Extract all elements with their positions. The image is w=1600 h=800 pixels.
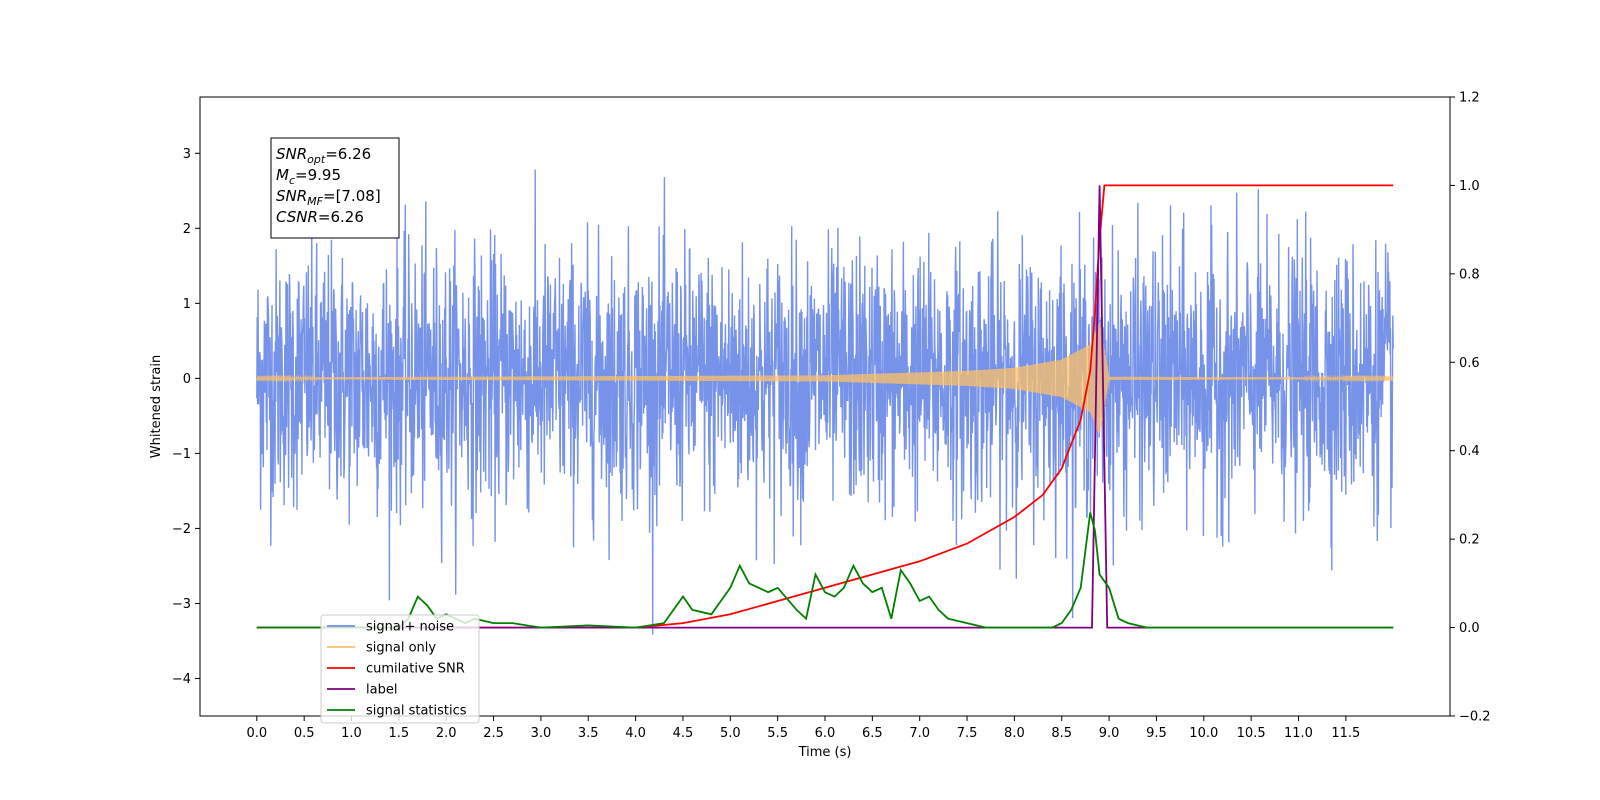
y-tick-label: 3 (183, 147, 191, 162)
annotation-subscript: opt (307, 153, 326, 166)
annotation-frame (270, 137, 400, 239)
legend-frame (320, 614, 480, 724)
axes-layer: 0.0 0.5 1.0 1.5 2.0 2.5 3.0 3.5 4.0 4.5 5.0 5.5 6.0 6… (172, 91, 1491, 742)
annotation-value: =6.26 (325, 145, 371, 163)
x-tick-label: 0.0 (246, 726, 267, 741)
annotation-value: =9.95 (295, 166, 341, 184)
y2-tick-label: 1.0 (1459, 179, 1480, 194)
y2-tick-label: −0.2 (1459, 710, 1491, 725)
x-tick-label: 9.5 (1146, 726, 1167, 741)
annotation-symbol: M (276, 166, 289, 184)
x-tick-label: 7.5 (957, 726, 978, 741)
x-tick-label: 4.5 (673, 726, 694, 741)
x-tick-label: 3.5 (578, 726, 599, 741)
series-signal-statistics (256, 512, 1394, 629)
x-tick-label: 8.5 (1051, 726, 1072, 741)
annotation-value: =[7.08] (323, 187, 381, 205)
legend: signal+ noise signal only cumilative SNR la… (320, 614, 480, 724)
x-tick-label: 11.0 (1284, 726, 1313, 741)
y-tick-label: −4 (172, 672, 191, 687)
x-tick-label: 5.5 (767, 726, 788, 741)
x-tick-label: 6.5 (862, 726, 883, 741)
x-tick-label: 9.0 (1099, 726, 1120, 741)
y-tick-label: −2 (172, 522, 191, 537)
y2-tick-label: 0.4 (1459, 444, 1480, 459)
x-tick-label: 8.0 (1004, 726, 1025, 741)
annotation-subscript: c (289, 174, 295, 187)
annotation-line: SNRopt=6.26 (276, 145, 371, 166)
y-tick-label: −1 (172, 447, 191, 462)
series-signal-noise (256, 169, 1394, 635)
plot-layer (256, 169, 1394, 635)
legend-label-signal-statistics: signal statistics (366, 704, 467, 719)
annotation-line: SNRMF=[7.08] (276, 187, 381, 208)
y2-tick-label: 0.0 (1459, 621, 1480, 636)
y2-tick-label: 0.8 (1459, 267, 1480, 282)
y2-tick-label: 0.2 (1459, 533, 1480, 548)
annotation-line: Mc=9.95 (276, 166, 341, 187)
y-tick-label: 1 (183, 297, 191, 312)
legend-label-label: label (366, 683, 397, 698)
y-tick-label: 0 (183, 372, 191, 387)
y2-tick-label: 1.2 (1459, 91, 1480, 106)
x-tick-label: 6.0 (815, 726, 836, 741)
x-tick-label: 0.5 (294, 726, 315, 741)
series-signal-only (256, 322, 1394, 434)
legend-label-cumilative-snr: cumilative SNR (366, 662, 465, 677)
y-tick-label: −3 (172, 597, 191, 612)
annotation-symbol: SNR (276, 145, 307, 163)
x-tick-label: 10.5 (1237, 726, 1266, 741)
x-tick-label: 5.0 (720, 726, 741, 741)
annotation-symbol: CSNR (276, 208, 318, 226)
x-tick-label: 2.0 (436, 726, 457, 741)
x-tick-label: 11.5 (1331, 726, 1360, 741)
x-tick-label: 4.0 (625, 726, 646, 741)
y2-tick-label: 0.6 (1459, 356, 1480, 371)
annotation-symbol: SNR (276, 187, 307, 205)
x-tick-label: 7.0 (909, 726, 930, 741)
legend-label-signal-noise: signal+ noise (366, 620, 454, 635)
annotation-subscript: MF (307, 195, 323, 208)
annotation-line: CSNR=6.26 (276, 208, 364, 226)
x-tick-label: 10.0 (1189, 726, 1218, 741)
x-tick-label: 3.0 (531, 726, 552, 741)
x-tick-label: 2.5 (483, 726, 504, 741)
legend-label-signal-only: signal only (366, 641, 436, 656)
y-tick-label: 2 (183, 222, 191, 237)
plot-clip-group (256, 169, 1394, 635)
annotation-value: =6.26 (318, 208, 364, 226)
x-tick-label: 1.0 (341, 726, 362, 741)
x-tick-label: 1.5 (389, 726, 410, 741)
y-axis-title: Whitened strain (149, 355, 164, 458)
x-axis-title: Time (s) (798, 745, 852, 760)
